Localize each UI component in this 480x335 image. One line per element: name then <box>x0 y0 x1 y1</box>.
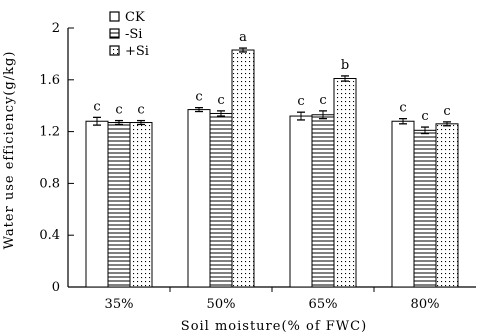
bar <box>231 49 255 288</box>
significance-label: b <box>341 58 349 73</box>
y-tick-label: 2 <box>52 21 60 36</box>
y-tick-label: 0 <box>52 280 60 295</box>
y-axis-label: Water use efficiency(g/kg) <box>2 51 17 250</box>
legend-swatch <box>109 45 120 56</box>
bar <box>187 109 211 288</box>
x-tick-label: 35% <box>105 297 134 312</box>
axes: 0 0.4 0.8 1.2 1.6 2 35% 50% 65% 80% <box>39 21 476 312</box>
bar <box>311 114 335 288</box>
significance-label: c <box>93 99 100 114</box>
legend-swatch <box>109 28 120 39</box>
bar <box>107 122 131 288</box>
legend-swatch <box>109 11 120 22</box>
bar <box>129 122 153 288</box>
significance-label: c <box>443 104 450 119</box>
bar <box>333 78 357 288</box>
legend-label: CK <box>125 10 145 25</box>
significance-label: c <box>297 94 304 109</box>
bar <box>85 120 109 288</box>
bar <box>289 115 313 288</box>
significance-label: c <box>421 109 428 124</box>
significance-label: a <box>239 30 247 45</box>
significance-label: c <box>137 103 144 118</box>
x-tick-label: 50% <box>207 297 236 312</box>
significance-label: c <box>319 93 326 108</box>
y-tick-label: 0.4 <box>39 228 60 243</box>
significance-label: c <box>399 101 406 116</box>
y-tick-label: 1.6 <box>39 73 60 88</box>
y-tick-label: 1.2 <box>39 125 60 140</box>
legend-label: -Si <box>125 27 142 42</box>
significance-label: c <box>217 93 224 108</box>
bar <box>413 129 437 288</box>
legend: CK -Si +Si <box>109 10 149 59</box>
significance-label: c <box>195 90 202 105</box>
bar <box>209 112 233 288</box>
x-axis-label: Soil moisture(% of FWC) <box>181 319 367 334</box>
significance-label: c <box>115 103 122 118</box>
bar <box>435 123 459 288</box>
x-tick-label: 80% <box>411 297 440 312</box>
legend-label: +Si <box>125 44 149 59</box>
bar <box>391 120 415 288</box>
x-tick-label: 65% <box>309 297 338 312</box>
y-tick-label: 0.8 <box>39 176 60 191</box>
